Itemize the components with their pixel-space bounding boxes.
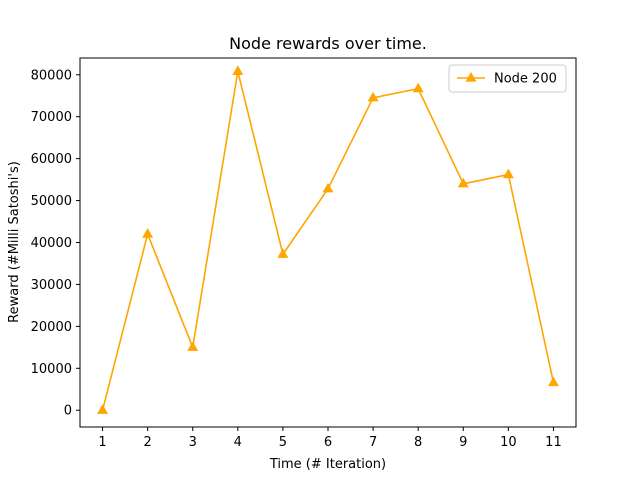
y-tick-label: 70000 (31, 110, 72, 125)
plot-area: 1 2 3 4 5 6 7 8 9 10 11 0 10000 20000 30000 40000 50000 6… (31, 57, 577, 450)
data-point-marker (97, 404, 109, 414)
data-point-marker (277, 248, 289, 258)
data-point-marker (232, 65, 244, 76)
data-point-marker (367, 91, 379, 102)
data-point-marker (502, 168, 514, 179)
data-point-marker (142, 228, 154, 238)
y-tick-label: 60000 (31, 152, 72, 167)
y-tick-label: 10000 (31, 362, 72, 377)
x-tick-label: 7 (369, 435, 377, 450)
y-tick-label: 20000 (31, 320, 72, 335)
x-tick-label: 8 (414, 435, 422, 450)
x-tick-label: 4 (234, 435, 242, 450)
y-tick-label: 50000 (31, 194, 72, 209)
data-point-marker (322, 182, 334, 193)
y-tick-label: 30000 (31, 278, 72, 293)
legend-box (448, 64, 567, 93)
legend-marker-swatch (465, 71, 477, 82)
y-tick-label: 40000 (31, 236, 72, 251)
data-point-marker (187, 341, 199, 351)
data-point-marker (547, 376, 559, 387)
x-tick-label: 10 (500, 435, 517, 450)
chart-title: Node rewards over time. (229, 34, 427, 53)
x-tick-label: 3 (189, 435, 197, 450)
x-tick-label: 6 (324, 435, 332, 450)
data-point-marker (457, 177, 469, 188)
x-tick-label: 11 (545, 435, 562, 450)
x-tick-label: 2 (143, 435, 151, 450)
legend-label: Node 200 (494, 72, 557, 87)
y-tick-label: 80000 (31, 68, 72, 83)
x-tick-label: 1 (98, 435, 106, 450)
y-axis-title: Reward (#Milli Satoshi's) (7, 161, 22, 323)
x-tick-label: 9 (459, 435, 467, 450)
data-point-marker (412, 82, 424, 93)
y-tick-label: 0 (64, 404, 72, 419)
x-tick-label: 5 (279, 435, 287, 450)
legend: Node 200 (448, 64, 567, 93)
x-axis-title: Time (# Iteration) (269, 457, 386, 472)
